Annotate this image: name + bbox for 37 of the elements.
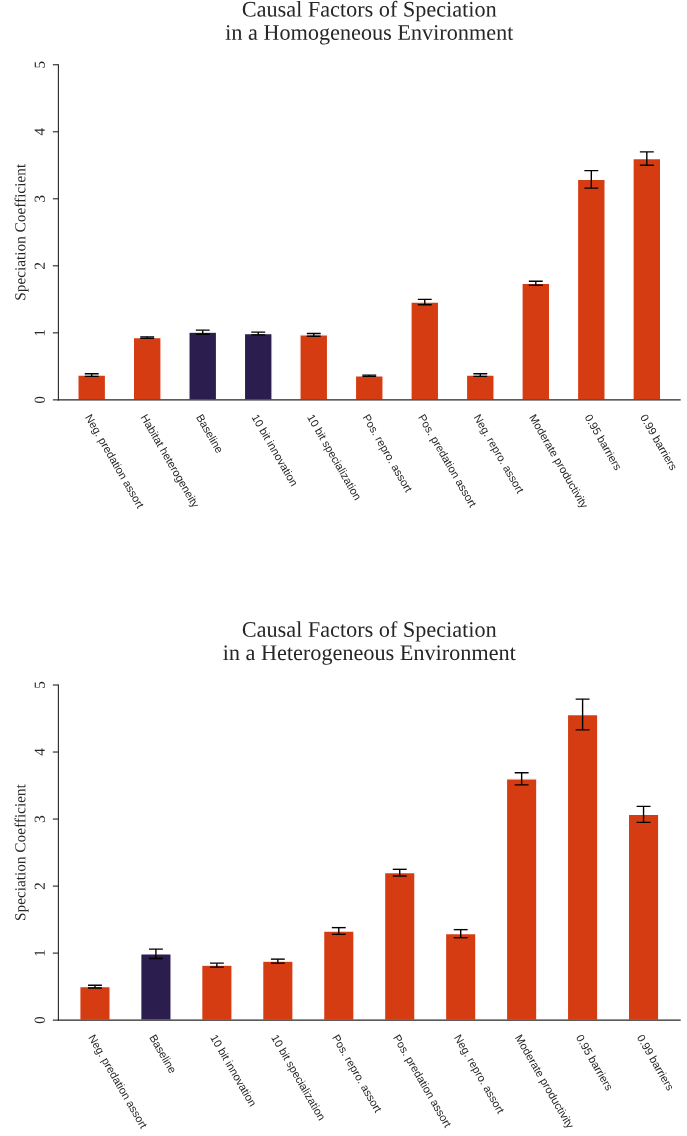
bar (410, 301, 440, 400)
bar (383, 871, 416, 1021)
y-tick-label: 2 (34, 262, 45, 269)
bar (632, 157, 662, 400)
bar (576, 178, 606, 400)
bar (627, 813, 660, 1021)
bar (132, 336, 162, 400)
chart-title: Causal Factors of Speciation in a Homogeneous Environment (225, 0, 514, 45)
bar (322, 930, 355, 1021)
bar (200, 964, 233, 1021)
y-tick-label: 3 (34, 195, 45, 202)
bar (79, 985, 111, 1021)
bar (354, 375, 384, 400)
y-tick-label: 5 (34, 681, 45, 688)
y-axis-title: Speciation Coefficient (14, 164, 29, 300)
y-tick-label: 0 (34, 1016, 45, 1024)
y-axis-title: Speciation Coefficient (14, 784, 29, 920)
bar (566, 713, 599, 1021)
bar (299, 334, 329, 400)
y-tick-label: 1 (34, 950, 45, 956)
chart-title: Causal Factors of Speciation in a Heterogeneous Environment (223, 621, 516, 665)
bar (139, 953, 172, 1021)
y-tick-label: 2 (34, 883, 45, 890)
y-tick-label: 3 (34, 815, 45, 823)
bar (521, 282, 551, 400)
y-tick-label: 4 (34, 748, 45, 756)
bar (444, 932, 477, 1021)
y-tick-label: 4 (34, 128, 45, 136)
bar (77, 374, 107, 400)
bar (261, 960, 294, 1021)
y-tick-label: 0 (34, 396, 45, 404)
bar (505, 778, 538, 1021)
y-tick-label: 5 (34, 61, 45, 68)
bar (188, 331, 218, 400)
bar (465, 374, 495, 400)
y-tick-label: 1 (34, 329, 45, 336)
bar (243, 332, 273, 400)
